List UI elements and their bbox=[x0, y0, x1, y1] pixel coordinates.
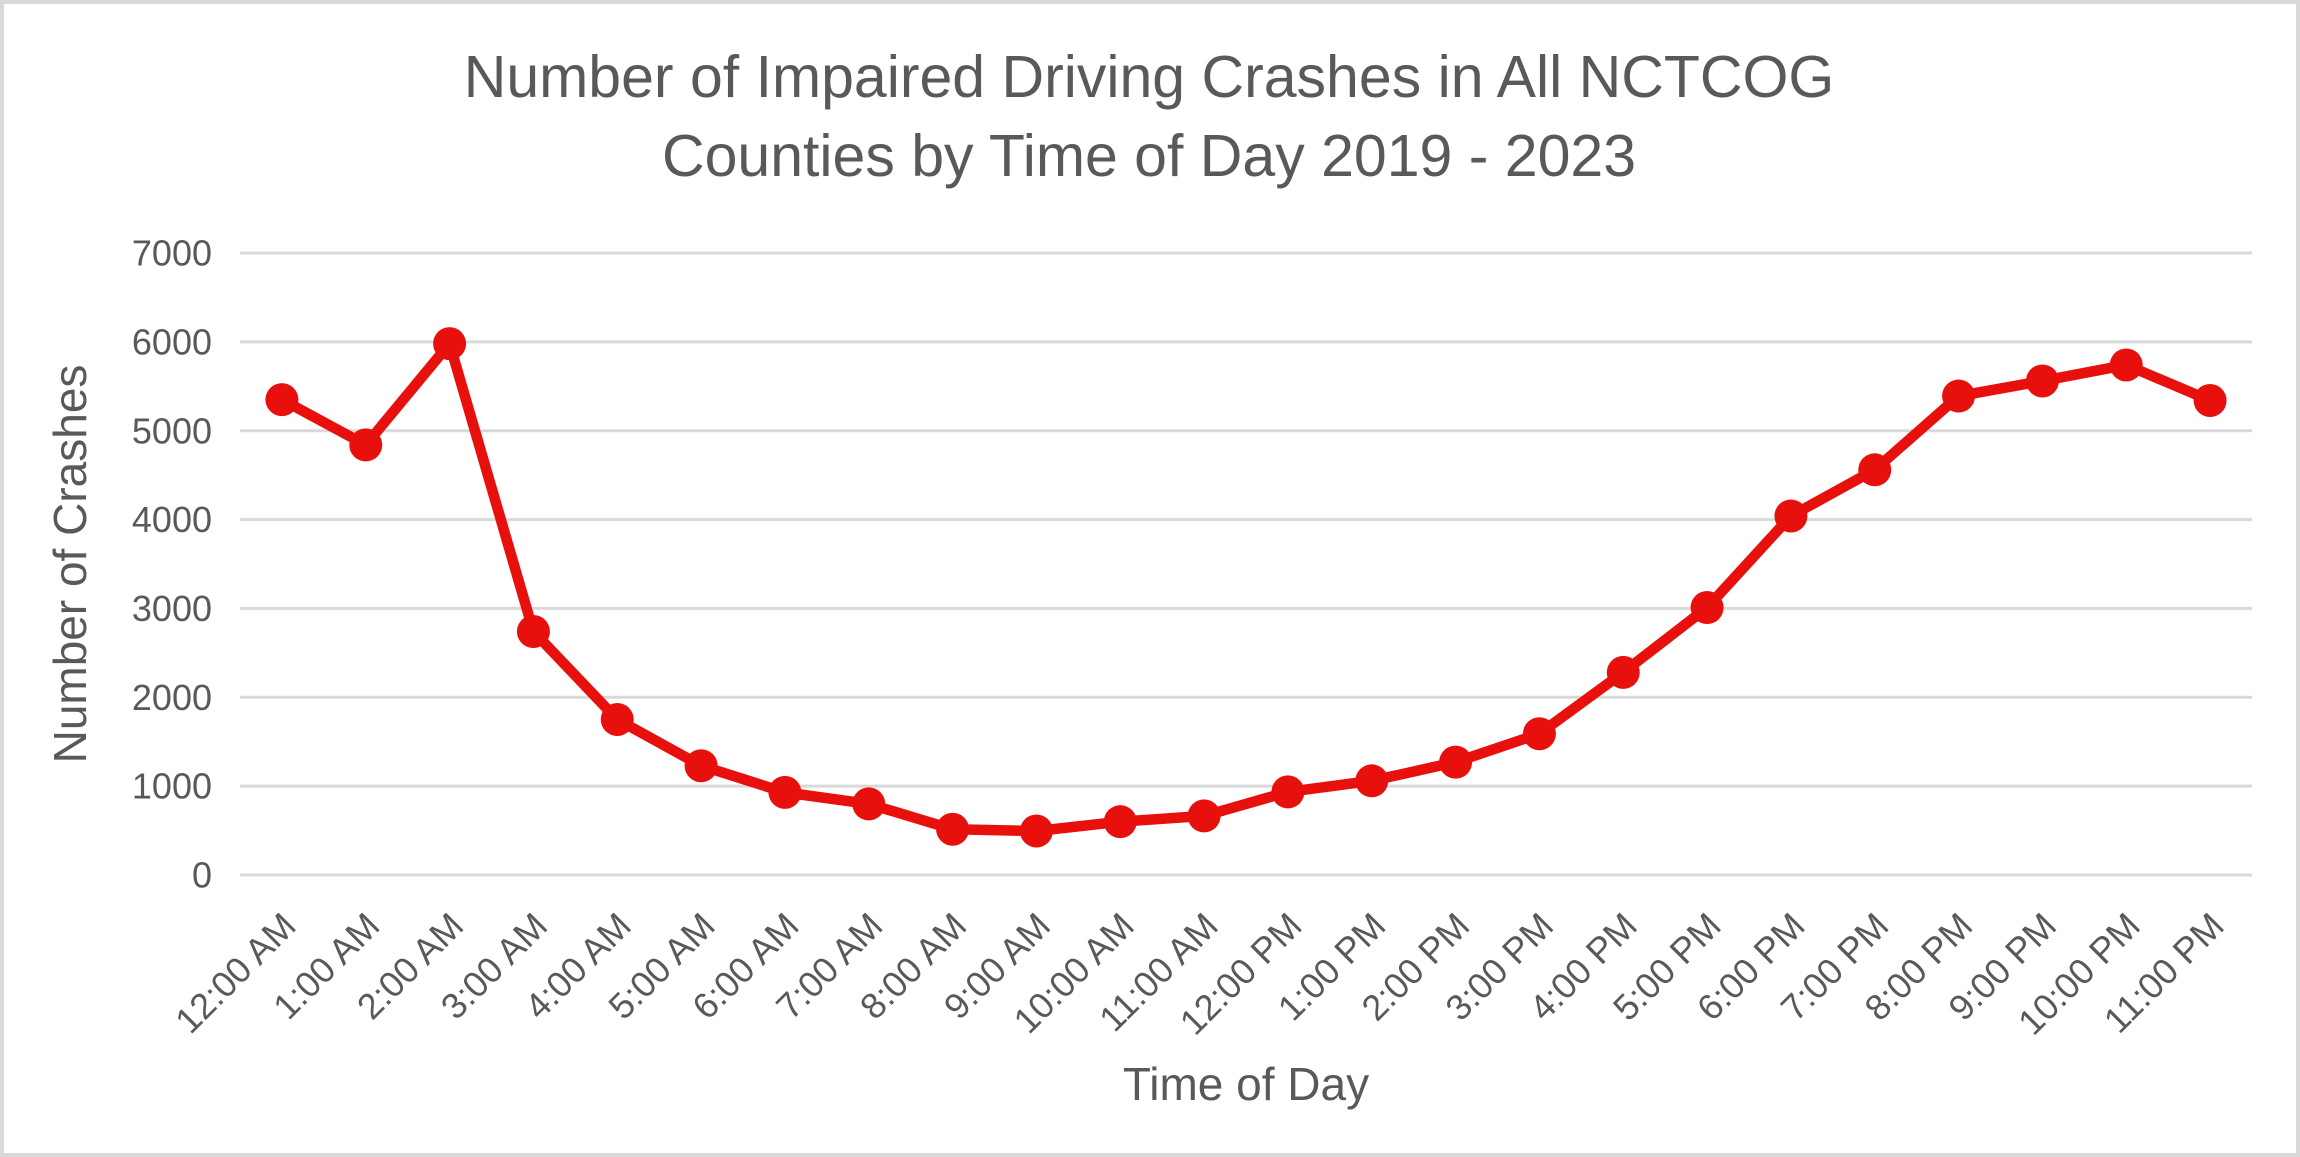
y-tick-label: 0 bbox=[192, 855, 212, 896]
data-point-marker bbox=[1858, 453, 1892, 487]
gridlines-layer bbox=[240, 251, 2252, 877]
y-tick-label: 5000 bbox=[132, 410, 212, 451]
data-point-marker bbox=[1942, 379, 1976, 413]
y-tick-label: 3000 bbox=[132, 588, 212, 629]
data-point-marker bbox=[684, 749, 718, 783]
y-tick-label: 7000 bbox=[132, 233, 212, 274]
y-tick-label: 1000 bbox=[132, 766, 212, 807]
chart-title-line1: Number of Impaired Driving Crashes in Al… bbox=[464, 44, 1835, 110]
data-point-marker bbox=[1439, 745, 1473, 779]
data-point-marker bbox=[852, 787, 886, 821]
data-point-marker bbox=[1271, 775, 1305, 809]
data-point-marker bbox=[2109, 348, 2143, 382]
data-point-marker bbox=[1690, 591, 1724, 625]
y-tick-labels-layer: 0 1000 2000 3000 4000 5000 6000 7000 bbox=[132, 233, 212, 896]
y-tick-label: 4000 bbox=[132, 499, 212, 540]
data-point-marker bbox=[2025, 364, 2059, 398]
crash-series-line bbox=[276, 338, 2216, 837]
data-point-marker bbox=[1187, 799, 1221, 833]
y-axis-title: Number of Crashes bbox=[44, 365, 96, 764]
x-axis-title: Time of Day bbox=[1123, 1058, 1369, 1110]
data-point-marker bbox=[768, 775, 802, 809]
data-point-marker bbox=[2193, 384, 2227, 418]
series-layer bbox=[265, 327, 2227, 848]
data-point-marker bbox=[265, 383, 299, 417]
data-point-marker bbox=[1355, 764, 1389, 798]
x-tick-labels-layer: 12:00 AM1:00 AM2:00 AM3:00 AM4:00 AM5:00… bbox=[167, 905, 2232, 1043]
data-point-marker bbox=[1103, 805, 1137, 839]
y-tick-label: 2000 bbox=[132, 677, 212, 718]
x-tick-label: 12:00 AM bbox=[167, 905, 304, 1042]
line-chart: Number of Impaired Driving Crashes in Al… bbox=[44, 44, 2252, 1110]
chart-title-line2: Counties by Time of Day 2019 - 2023 bbox=[662, 123, 1636, 189]
data-point-marker bbox=[516, 615, 550, 649]
data-point-marker bbox=[1019, 814, 1053, 848]
data-point-marker bbox=[936, 812, 970, 846]
data-point-marker bbox=[349, 428, 383, 462]
data-point-marker bbox=[433, 327, 467, 361]
y-tick-label: 6000 bbox=[132, 321, 212, 362]
data-point-marker bbox=[1774, 499, 1808, 533]
data-point-marker bbox=[1522, 717, 1556, 751]
data-point-marker bbox=[600, 703, 634, 736]
data-point-marker bbox=[1606, 655, 1640, 689]
